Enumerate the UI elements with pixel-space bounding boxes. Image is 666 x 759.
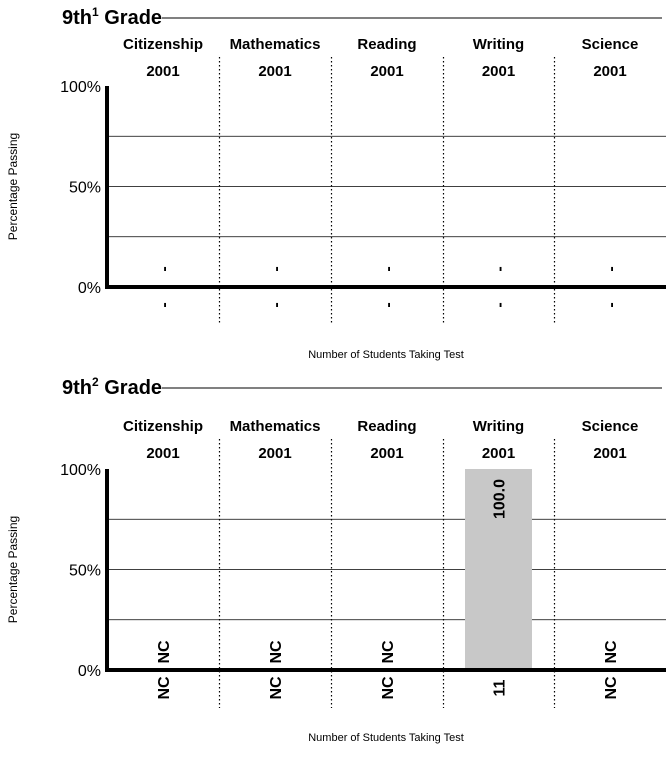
- category-label: Science: [582, 36, 639, 53]
- category-label: Citizenship: [123, 36, 203, 53]
- year-label: 2001: [370, 63, 403, 80]
- year-label: 2001: [370, 445, 403, 462]
- x-axis-label: Number of Students Taking Test: [308, 732, 464, 744]
- value-label: -: [268, 266, 285, 271]
- value-label: -: [492, 266, 509, 271]
- y-tick-label: 100%: [60, 79, 101, 96]
- category-label: Reading: [357, 36, 416, 53]
- student-count-label: NC: [268, 676, 285, 700]
- student-count-label: -: [380, 302, 397, 307]
- x-axis-label: Number of Students Taking Test: [308, 349, 464, 361]
- student-count-label: -: [492, 302, 509, 307]
- year-label: 2001: [482, 445, 515, 462]
- student-count-label: 11: [492, 679, 509, 696]
- student-count-label: NC: [603, 676, 620, 700]
- value-label: -: [156, 266, 173, 271]
- y-tick-label: 50%: [69, 563, 101, 580]
- y-tick-label: 50%: [69, 180, 101, 197]
- panel-title: 9th2 Grade: [62, 375, 162, 399]
- student-count-label: -: [603, 302, 620, 307]
- year-label: 2001: [593, 445, 626, 462]
- student-count-label: -: [156, 302, 173, 307]
- category-label: Writing: [473, 418, 524, 435]
- value-label: -: [380, 266, 397, 271]
- value-label: NC: [380, 640, 397, 664]
- year-label: 2001: [593, 63, 626, 80]
- y-axis-label: Percentage Passing: [6, 516, 20, 623]
- category-label: Writing: [473, 36, 524, 53]
- student-count-label: -: [268, 302, 285, 307]
- student-count-label: NC: [156, 676, 173, 700]
- year-label: 2001: [258, 63, 291, 80]
- category-label: Mathematics: [230, 36, 321, 53]
- y-tick-label: 0%: [78, 663, 101, 680]
- value-label: NC: [603, 640, 620, 664]
- chart-panel-2: 9th2 Grade Citizenship 2001 Mathematics 2001…: [6, 375, 666, 744]
- value-label: -: [603, 266, 620, 271]
- bar: [465, 469, 532, 670]
- panel-title: 9th1 Grade: [62, 5, 162, 29]
- year-label: 2001: [146, 445, 179, 462]
- y-tick-label: 0%: [78, 280, 101, 297]
- student-count-label: NC: [380, 676, 397, 700]
- category-label: Citizenship: [123, 418, 203, 435]
- value-label: NC: [156, 640, 173, 664]
- y-axis-label: Percentage Passing: [6, 133, 20, 240]
- category-label: Science: [582, 418, 639, 435]
- value-label: NC: [268, 640, 285, 664]
- year-label: 2001: [146, 63, 179, 80]
- year-label: 2001: [258, 445, 291, 462]
- value-label: 100.0: [492, 479, 509, 519]
- category-label: Reading: [357, 418, 416, 435]
- year-label: 2001: [482, 63, 515, 80]
- category-label: Mathematics: [230, 418, 321, 435]
- chart-panel-1: 9th1 Grade Citizenship 2001 Mathematics 2001…: [6, 5, 666, 361]
- y-tick-label: 100%: [60, 462, 101, 479]
